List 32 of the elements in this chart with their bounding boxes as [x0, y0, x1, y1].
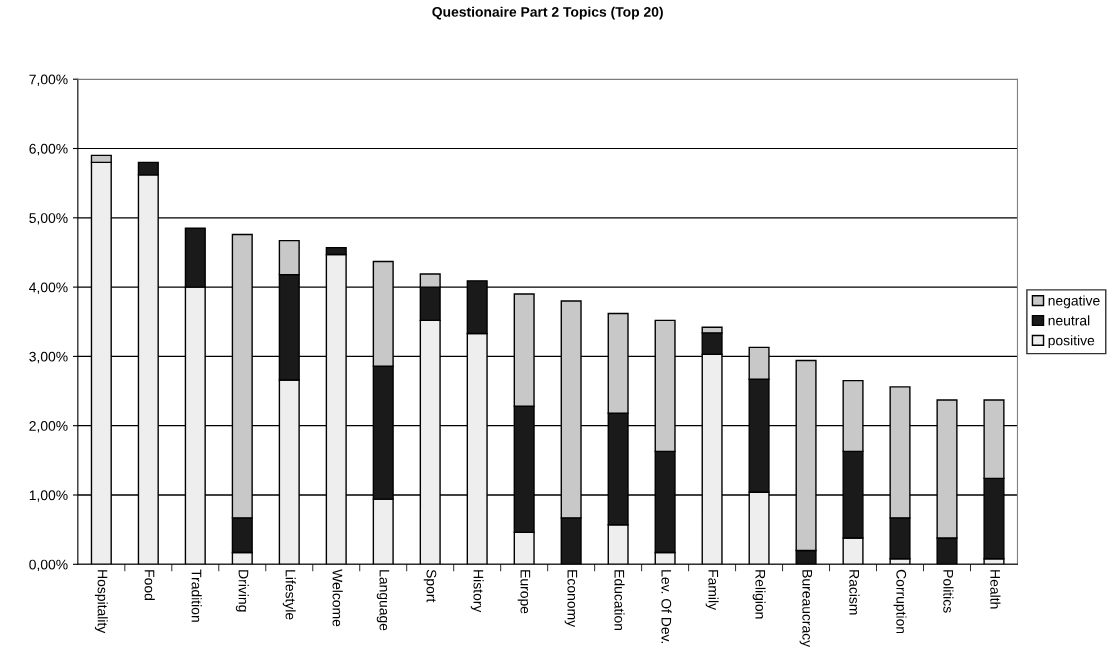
x-tick-label: Bureaucracy	[799, 570, 813, 648]
y-tick-label: 1,00%	[29, 490, 68, 502]
x-tick-label: Driving	[235, 570, 249, 612]
x-tick-label: Food	[144, 570, 155, 600]
y-tick-label: 5,00%	[29, 213, 68, 225]
x-tick-label: Economy	[564, 570, 578, 628]
y-tick-label: 3,00%	[29, 351, 68, 364]
x-tick-label: Lev. Of Dev.	[661, 570, 672, 644]
x-tick-label: Tradition	[191, 569, 202, 622]
x-tick-label: History	[470, 570, 484, 613]
x-tick-label: Sport	[423, 569, 437, 603]
y-tick-label: 2,00%	[29, 421, 68, 433]
legend-label: neutral	[1048, 315, 1090, 326]
legend-label: negative	[1048, 295, 1100, 309]
x-tick-label: Education	[614, 570, 625, 631]
x-tick-label: Lifestyle	[282, 570, 296, 620]
y-tick-label: 6,00%	[29, 143, 68, 156]
chart-title: Questionaire Part 2 Topics (Top 20)	[432, 6, 663, 20]
x-tick-label: Politics	[943, 570, 954, 613]
y-tick-label: 0,00%	[29, 559, 68, 572]
y-tick-label: 4,00%	[29, 282, 68, 294]
x-tick-label: Religion	[752, 570, 766, 619]
x-tick-label: Racism	[849, 570, 860, 615]
x-tick-label: Health	[990, 570, 1001, 609]
x-tick-label: Corruption	[893, 569, 907, 634]
y-tick-label: 7,00%	[29, 74, 68, 87]
x-tick-label: Welcome	[332, 569, 343, 627]
legend-label: positive	[1048, 335, 1095, 349]
x-tick-label: Family	[705, 570, 719, 611]
x-tick-label: Europe	[517, 570, 531, 614]
x-tick-label: Hospitality	[94, 570, 108, 634]
x-tick-label: Language	[376, 570, 390, 631]
